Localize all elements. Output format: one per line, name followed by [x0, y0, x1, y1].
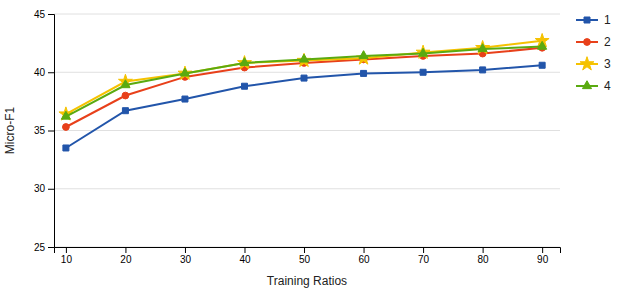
tick: 70 [418, 247, 430, 265]
tick-label: 30 [34, 183, 46, 194]
tick-label: 20 [120, 254, 132, 265]
tick-label: 60 [358, 254, 370, 265]
point [63, 145, 69, 151]
tick-mark [48, 14, 54, 15]
tick-label: 45 [34, 9, 46, 20]
series-line [66, 47, 542, 117]
point [476, 40, 490, 53]
point [299, 54, 308, 62]
point [539, 62, 545, 68]
legend-item: 3 [576, 57, 611, 72]
tick-mark [48, 72, 54, 73]
tick-mark [185, 247, 186, 253]
legend-marker [582, 81, 591, 89]
grid-line [54, 130, 560, 131]
x-axis-title: Training Ratios [267, 274, 347, 288]
tick: 80 [478, 247, 490, 265]
legend-item: 2 [576, 35, 611, 49]
point [359, 51, 368, 59]
legend-label: 4 [604, 79, 611, 93]
legend-label: 2 [604, 35, 611, 49]
tick-label: 50 [299, 254, 311, 265]
tick-label: 80 [478, 254, 490, 265]
point [122, 108, 128, 114]
tick-label: 30 [180, 254, 192, 265]
tick-mark [483, 247, 484, 253]
tick-label: 35 [34, 125, 46, 136]
tick-label: 40 [34, 67, 46, 78]
tick-mark [48, 131, 54, 132]
point [241, 83, 247, 89]
tick-label: 70 [418, 254, 430, 265]
tick-mark [244, 247, 245, 253]
tick-mark [364, 247, 365, 253]
legend-marker [580, 57, 594, 70]
point [121, 80, 130, 88]
tick-label: 25 [34, 242, 46, 253]
point [420, 69, 426, 75]
point [240, 58, 249, 66]
tick: 50 [299, 247, 311, 265]
tick: 20 [120, 247, 132, 265]
series-line [66, 41, 542, 114]
point [357, 51, 371, 64]
legend-marker [584, 39, 591, 46]
tick: 60 [358, 247, 370, 265]
tick-mark [66, 247, 67, 253]
point [122, 92, 129, 99]
grid-line [54, 14, 560, 15]
tick: 30 [34, 183, 54, 194]
legend-label: 1 [604, 13, 611, 27]
tick: 45 [34, 9, 54, 20]
legend: 1 2 3 4 [576, 13, 611, 93]
tick: 30 [180, 247, 192, 265]
point [61, 111, 70, 119]
tick: 90 [537, 247, 549, 265]
x-axis: 10 20 30 40 50 60 70 80 90 [55, 247, 561, 265]
axis-line [55, 248, 561, 254]
point [480, 67, 486, 73]
point [118, 74, 132, 87]
y-axis-title: Micro-F1 [3, 107, 17, 155]
tick-mark [48, 189, 54, 190]
tick: 10 [61, 247, 73, 265]
tick-label: 10 [61, 254, 73, 265]
point [416, 45, 430, 58]
point [63, 124, 70, 131]
legend-item: 4 [576, 79, 611, 93]
series-line [66, 65, 542, 148]
y-axis: 25 30 35 40 45 [34, 9, 55, 253]
point [538, 41, 547, 49]
plot: 10 20 30 40 50 60 70 80 90 25 30 35 40 45 [34, 9, 561, 265]
grid-line [54, 188, 560, 189]
axis-line [48, 15, 55, 248]
tick-mark [48, 247, 54, 248]
tick-mark [125, 247, 126, 253]
tick-mark [542, 247, 543, 253]
series-group [59, 33, 549, 150]
point [419, 48, 428, 56]
tick: 40 [34, 67, 54, 78]
grid [54, 14, 560, 247]
tick: 25 [34, 242, 54, 253]
tick-mark [423, 247, 424, 253]
legend-marker [584, 17, 590, 23]
point [361, 70, 367, 76]
point [180, 68, 189, 76]
tick-mark [304, 247, 305, 253]
tick: 40 [239, 247, 251, 265]
tick: 35 [34, 125, 54, 136]
series-line [66, 48, 542, 127]
point [182, 96, 188, 102]
tick-label: 90 [537, 254, 549, 265]
legend-item: 1 [576, 13, 611, 27]
legend-label: 3 [604, 57, 611, 71]
tick-label: 40 [239, 254, 251, 265]
chart: 10 20 30 40 50 60 70 80 90 25 30 35 40 45 Training Rat… [0, 0, 640, 293]
point [301, 75, 307, 81]
point [478, 44, 487, 52]
